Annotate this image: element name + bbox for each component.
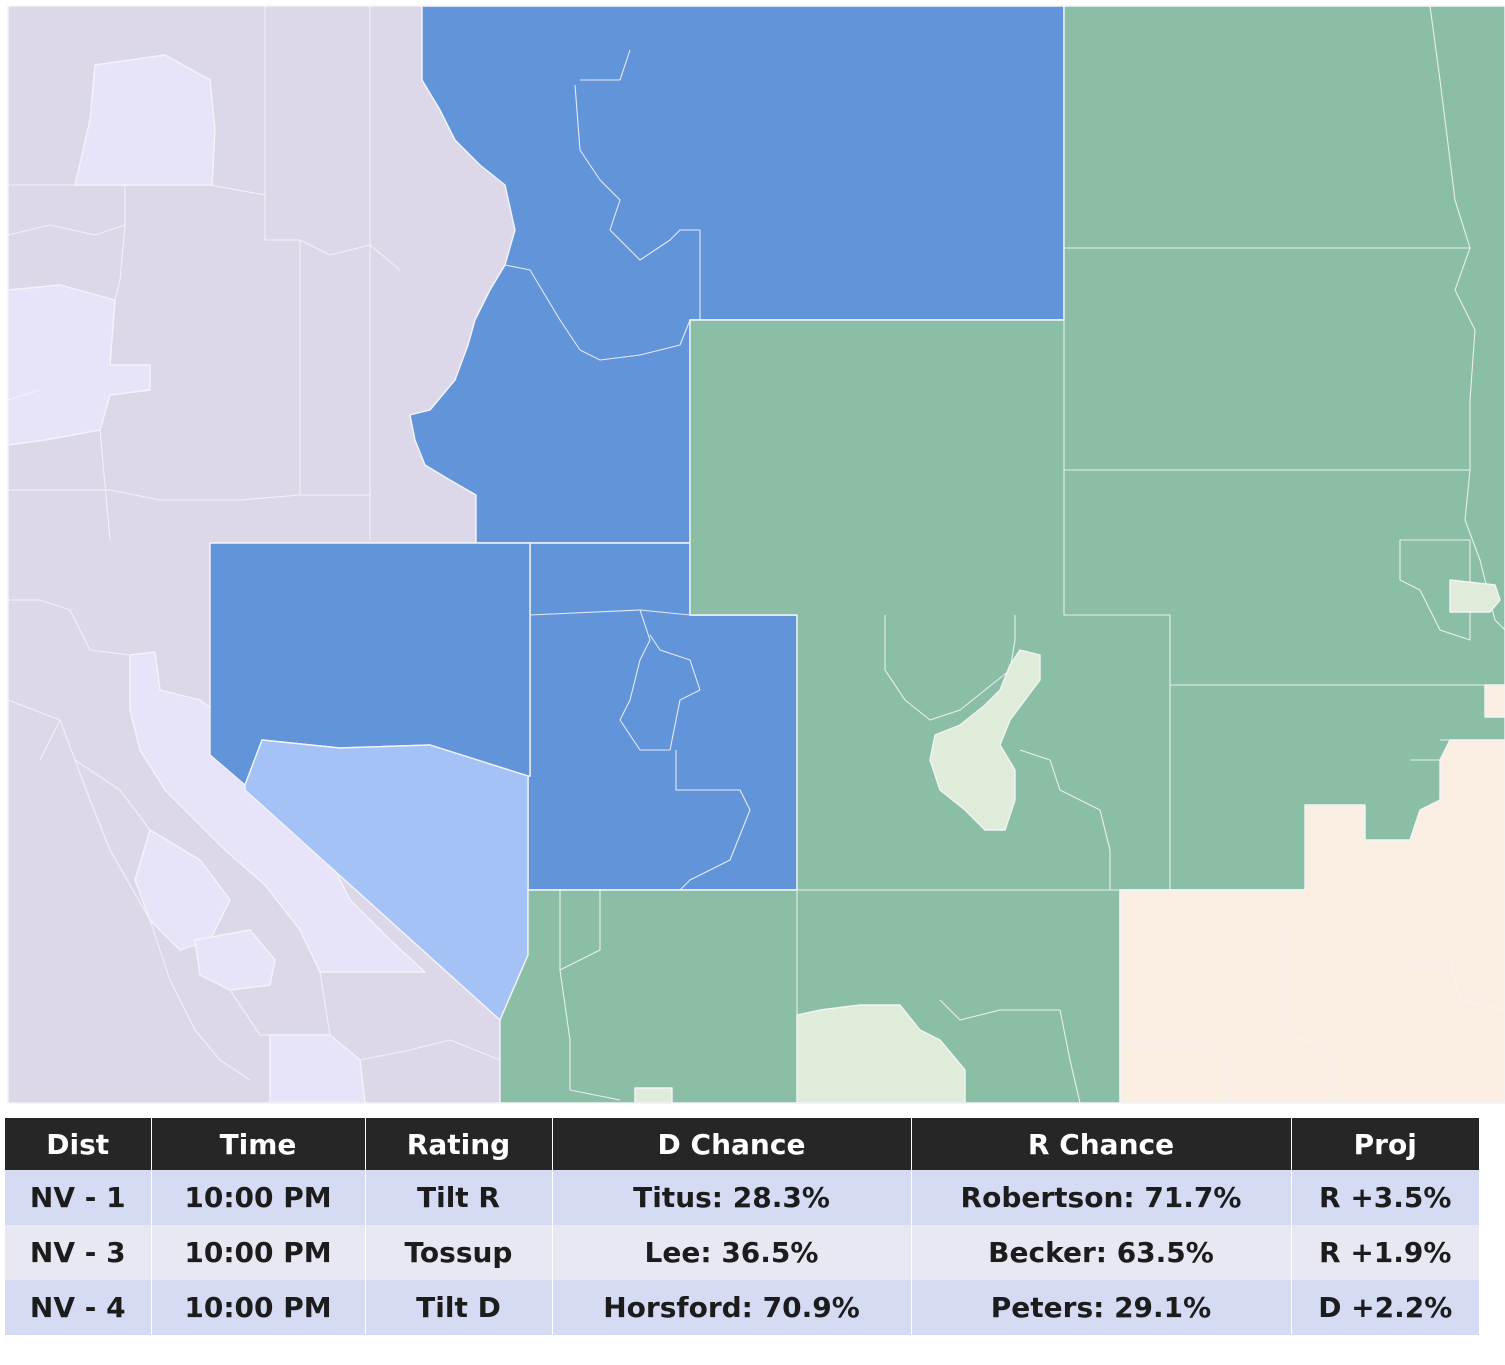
southeast-neighbor-small [1484,684,1505,718]
cell-time: 10:00 PM [151,1280,366,1335]
county-light-6 [269,1034,366,1104]
table-row: NV - 1 10:00 PM Tilt R Titus: 28.3% Robe… [5,1170,1479,1225]
table-row: NV - 4 10:00 PM Tilt D Horsford: 70.9% P… [5,1280,1479,1335]
county-lines-nevada [504,49,751,891]
cell-r-chance: Becker: 63.5% [911,1225,1292,1280]
table-header-row: Dist Time Rating D Chance R Chance Proj [5,1118,1479,1170]
cell-r-chance: Robertson: 71.7% [911,1170,1292,1225]
cell-rating: Tilt D [365,1280,553,1335]
header-rating: Rating [365,1118,553,1170]
cell-time: 10:00 PM [151,1225,366,1280]
county-light-2 [7,284,151,446]
county-light-4 [134,829,231,951]
cell-d-chance: Horsford: 70.9% [552,1280,912,1335]
county-pale-4 [634,1087,673,1104]
cell-time: 10:00 PM [151,1170,366,1225]
header-r-chance: R Chance [911,1118,1292,1170]
county-light-1 [74,54,216,186]
cell-rating: Tilt R [365,1170,553,1225]
county-lines-west [7,6,501,1081]
county-pale-3 [796,1004,966,1104]
cell-rating: Tossup [365,1225,553,1280]
cell-proj: D +2.2% [1291,1280,1479,1335]
header-time: Time [151,1118,366,1170]
header-proj: Proj [1291,1118,1479,1170]
table-row: NV - 3 10:00 PM Tossup Lee: 36.5% Becker… [5,1225,1479,1280]
cell-proj: R +1.9% [1291,1225,1479,1280]
results-table: Dist Time Rating D Chance R Chance Proj … [5,1118,1479,1335]
cell-r-chance: Peters: 29.1% [911,1280,1292,1335]
header-d-chance: D Chance [552,1118,912,1170]
cell-dist: NV - 4 [5,1280,152,1335]
southeast-neighbor-region [1119,739,1505,1104]
district-map [7,5,1505,1104]
county-pale-1 [929,649,1041,831]
cell-dist: NV - 1 [5,1170,152,1225]
cell-dist: NV - 3 [5,1225,152,1280]
county-lines-southeast [1120,920,1505,1103]
cell-proj: R +3.5% [1291,1170,1479,1225]
cell-d-chance: Titus: 28.3% [552,1170,912,1225]
cell-d-chance: Lee: 36.5% [552,1225,912,1280]
county-light-5 [194,929,276,991]
header-dist: Dist [5,1118,152,1170]
county-pale-2 [1449,579,1501,613]
